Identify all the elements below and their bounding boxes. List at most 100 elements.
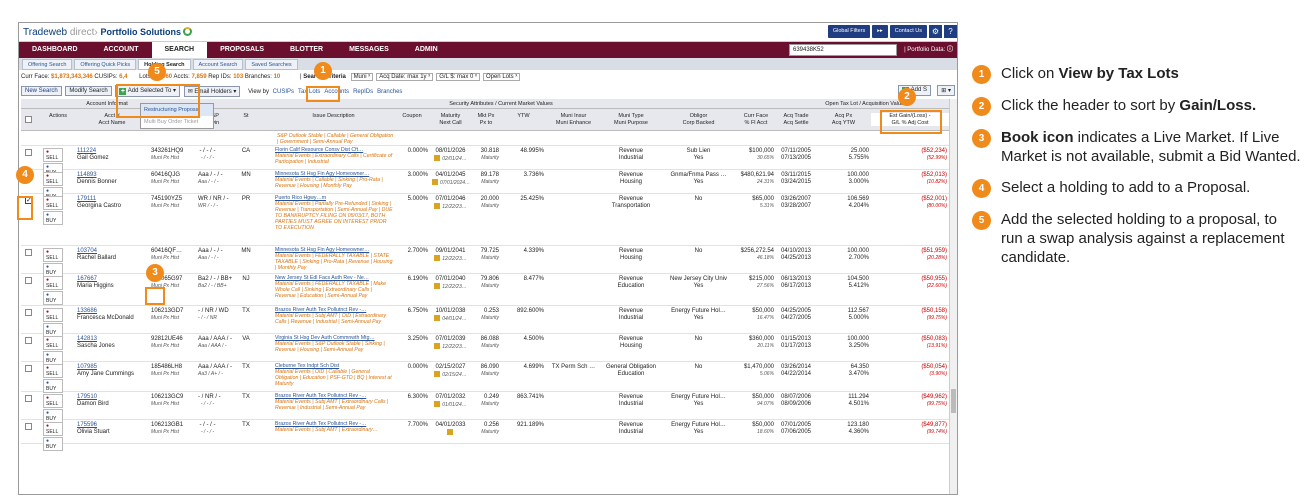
row-checkbox[interactable] — [25, 149, 32, 156]
issue-title-link[interactable]: Minnesota St Hsg Fin Agy Homeowner… — [275, 171, 370, 177]
issue-title-link[interactable]: Puerto Rico Hgwy…m — [275, 195, 327, 201]
grid-scrollbar[interactable] — [949, 99, 957, 494]
book-icon[interactable] — [434, 255, 441, 261]
cusip-cell[interactable]: 343261HQ9 Muni Px Hist — [151, 148, 194, 162]
sell-button[interactable]: ● SELL — [43, 308, 63, 322]
row-checkbox[interactable] — [25, 365, 32, 372]
sell-button[interactable]: ● SELL — [43, 148, 63, 162]
sell-button[interactable]: ● SELL — [43, 364, 63, 378]
account-cell[interactable]: 133686 Francesca McDonald — [77, 308, 147, 322]
issue-description[interactable]: Brazos River Auth Tex Pollutnct Rev -… Ma… — [275, 393, 393, 411]
account-cell-value[interactable]: 103704 — [77, 248, 98, 254]
book-icon[interactable] — [434, 283, 441, 289]
cusip-cell[interactable]: 646065G97 Muni Px Hist — [151, 276, 194, 290]
nav-proposals[interactable]: PROPOSALS — [220, 46, 265, 53]
nav-search[interactable]: SEARCH — [151, 42, 208, 58]
issue-title-link[interactable]: Brazos River Auth Tex Pollutnct Rev -… — [275, 421, 367, 427]
cusip-cell[interactable]: 106213GC9 Muni Px Hist — [151, 394, 194, 408]
subtab-offering-quick-picks[interactable]: Offering Quick Picks — [74, 59, 137, 70]
cusip-cell[interactable]: 60416QF… Muni Px Hist — [151, 248, 194, 262]
sell-button[interactable]: ● SELL — [43, 248, 63, 262]
account-cell[interactable]: 107985 Amy Jane Cummings — [77, 364, 147, 378]
account-cell[interactable]: 179111 Georgina Castro — [77, 196, 147, 210]
subtab-offering-search[interactable]: Offering Search — [22, 59, 73, 70]
account-cell[interactable]: 179510 Damon Bird — [77, 394, 147, 408]
cusip-cell-value[interactable]: 92812UE46 — [151, 336, 183, 342]
modify-search-button[interactable]: Modify Search — [65, 86, 112, 96]
view-by-tax-lots[interactable]: Tax Lots — [298, 88, 321, 95]
email-holders-button[interactable]: ✉ Email Holders ▾ — [183, 85, 241, 97]
book-icon[interactable] — [434, 315, 441, 321]
row-checkbox[interactable] — [25, 277, 32, 284]
book-icon[interactable] — [446, 429, 453, 435]
view-by-repids[interactable]: RepIDs — [353, 88, 374, 95]
column-header[interactable]: YTW — [517, 113, 530, 119]
column-header[interactable]: Acq Trade Acq Settle — [783, 113, 809, 126]
issue-title-link[interactable]: Cleburne Tex Indpt Sch Dist — [275, 363, 340, 369]
issue-description[interactable]: Minnesota St Hsg Fin Agy Homeowner… Mater… — [275, 171, 393, 189]
account-cell[interactable]: 142813 Sascha Jones — [77, 336, 147, 350]
contact-us-button[interactable]: Contact Us — [889, 25, 927, 38]
issue-description[interactable]: Minnesota St Hsg Fin Agy Homeowner… Mater… — [275, 247, 393, 271]
row-checkbox[interactable] — [25, 395, 32, 402]
issue-description[interactable]: Florin Calif Resource Consv Dist Cft… Mat… — [275, 147, 393, 165]
issue-description[interactable]: Cleburne Tex Indpt Sch Dist Material Even… — [275, 363, 393, 387]
column-header[interactable]: Est Gain/(Loss) - G/L % Adj Cost — [871, 113, 949, 126]
column-header[interactable]: Acq Px Acq YTW — [831, 113, 856, 126]
minimize-button[interactable]: ▸▸ — [872, 25, 888, 38]
account-cell-value[interactable]: 107985 — [77, 364, 98, 370]
cusip-cell-value[interactable]: 106213GC9 — [151, 394, 184, 400]
cusip-cell-value[interactable]: 60416QJG — [151, 172, 181, 178]
column-header[interactable]: Obligor Corp Backed — [682, 113, 715, 126]
book-icon[interactable] — [434, 343, 441, 349]
view-by-branches[interactable]: Branches — [377, 88, 403, 95]
issue-title-link[interactable]: Brazos River Auth Tex Pollutnct Rev -… — [275, 393, 367, 399]
cusip-cell[interactable]: 92812UE46 Muni Px Hist — [151, 336, 194, 350]
column-header[interactable]: Muni Insur Muni Enhance — [555, 113, 592, 126]
nav-dashboard[interactable]: DASHBOARD — [32, 46, 78, 53]
select-all-checkbox[interactable] — [25, 116, 32, 123]
cusip-cell-value[interactable]: 745190YZ5 — [151, 196, 183, 202]
account-cell-value[interactable]: 114893 — [77, 172, 97, 178]
row-checkbox[interactable] — [25, 309, 32, 316]
column-header[interactable]: Muni Type Muni Purpose — [614, 113, 648, 126]
nav-account[interactable]: ACCOUNT — [103, 46, 139, 53]
account-cell-value[interactable]: 175596 — [77, 422, 98, 428]
menu-item-restructuring-proposal[interactable]: Restructuring Proposal — [141, 104, 213, 116]
menu-item-multi-buy-order-ticket[interactable]: Multi Buy Order Ticket — [144, 119, 199, 125]
help-icon[interactable]: ? — [944, 25, 957, 38]
criteria-chip[interactable]: Muni ˣ — [350, 73, 374, 81]
subtab-saved-searches[interactable]: Saved Searches — [245, 59, 298, 70]
row-checkbox[interactable] — [25, 337, 32, 344]
table-row[interactable]: ● SELL ● BUY 133686 Francesca McDonald 10621… — [21, 306, 949, 337]
table-row[interactable]: ● SELL● BUY111224Gail Gomez343261HQ9Muni… — [21, 146, 949, 177]
cusip-cell[interactable]: 106213GB1 Muni Px Hist — [151, 422, 194, 436]
scroll-thumb[interactable] — [951, 389, 956, 413]
table-row[interactable]: ● SELL ● BUY 103704 Rachel Ballard 60416QF… M… — [21, 246, 949, 277]
issue-title-link[interactable]: Florin Calif Resource Consv Dist Cft… — [275, 147, 364, 153]
cusip-cell-value[interactable]: 106213GD7 — [151, 308, 184, 314]
column-header[interactable]: Coupon — [402, 113, 422, 119]
cusip-search-input[interactable]: 639438K52 — [789, 44, 897, 56]
column-header[interactable]: St — [243, 113, 249, 119]
column-header[interactable]: Issue Description — [312, 113, 355, 119]
account-cell[interactable]: 103704 Rachel Ballard — [77, 248, 147, 262]
global-filters-button[interactable]: Global Filters — [827, 25, 871, 38]
issue-description[interactable]: New Jersey St Edl Facs Auth Rev - Ne… Mat… — [275, 275, 393, 299]
issue-title-link[interactable]: New Jersey St Edl Facs Auth Rev - Ne… — [275, 275, 369, 281]
sell-button[interactable]: ● SELL — [43, 394, 63, 408]
issue-title-link[interactable]: Brazos River Auth Tex Pollutnct Rev -… — [275, 307, 367, 313]
buy-button[interactable]: ● BUY — [43, 437, 63, 451]
sell-button[interactable]: ● SELL — [43, 276, 63, 290]
sell-button[interactable]: ● SELL — [43, 422, 63, 436]
issue-description[interactable]: Puerto Rico Hgwy…m Material Events | Part… — [275, 195, 393, 232]
cusip-cell[interactable]: 106213GD7 Muni Px Hist — [151, 308, 194, 322]
add-selected-button[interactable]: + Add Selected To ▾ — [115, 85, 181, 97]
issue-description[interactable]: Brazos River Auth Tex Pollutnct Rev -… Ma… — [275, 307, 393, 325]
column-header[interactable]: Mkt Px Px to — [477, 113, 495, 126]
criteria-chip[interactable]: Open Lots ˣ — [482, 73, 521, 81]
cusip-cell[interactable]: 745190YZ5 Muni Px Hist — [151, 196, 194, 210]
book-icon[interactable] — [434, 155, 441, 161]
cusip-cell-value[interactable]: 185486LH8 — [151, 364, 183, 370]
